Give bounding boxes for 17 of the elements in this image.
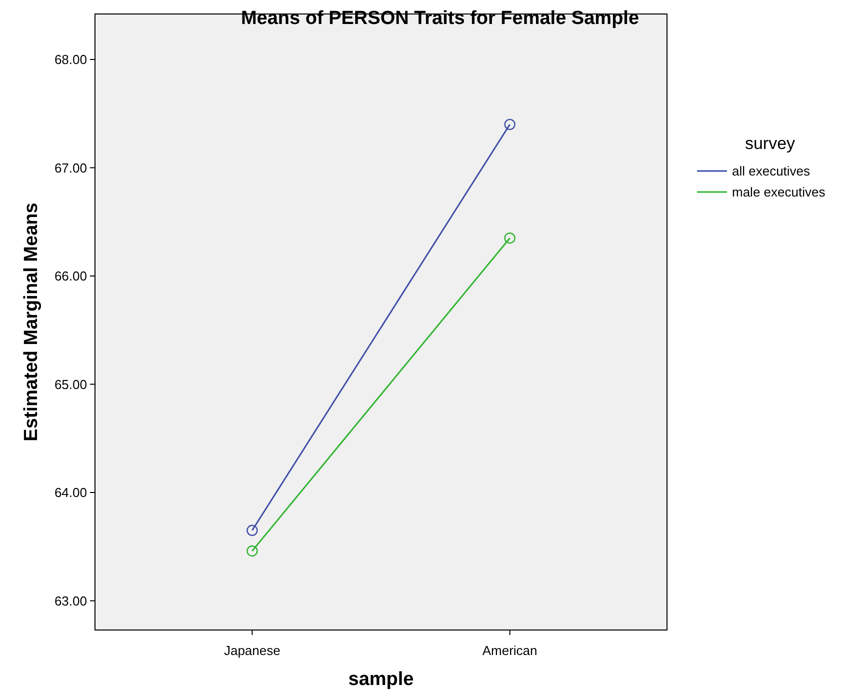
point xyxy=(246,524,258,536)
legend-label: male executives xyxy=(732,184,826,200)
point xyxy=(504,232,516,244)
x-tick-label: American xyxy=(482,643,538,658)
y-tick-label: 65.00 xyxy=(54,376,87,392)
point xyxy=(504,118,516,130)
legend-label: all executives xyxy=(732,164,811,179)
x-axis-title: sample xyxy=(348,669,414,690)
y-axis-title: Estimated Marginal Means xyxy=(21,202,42,442)
y-tick-label: 63.00 xyxy=(54,593,87,608)
x-tick-label: Japanese xyxy=(224,643,280,658)
y-tick-label: 68.00 xyxy=(54,52,87,68)
legend-title: survey xyxy=(744,134,796,153)
y-tick-label: 66.00 xyxy=(54,268,87,284)
y-tick-label: 67.00 xyxy=(54,160,87,176)
point xyxy=(246,545,258,557)
y-tick-label: 64.00 xyxy=(54,485,87,500)
